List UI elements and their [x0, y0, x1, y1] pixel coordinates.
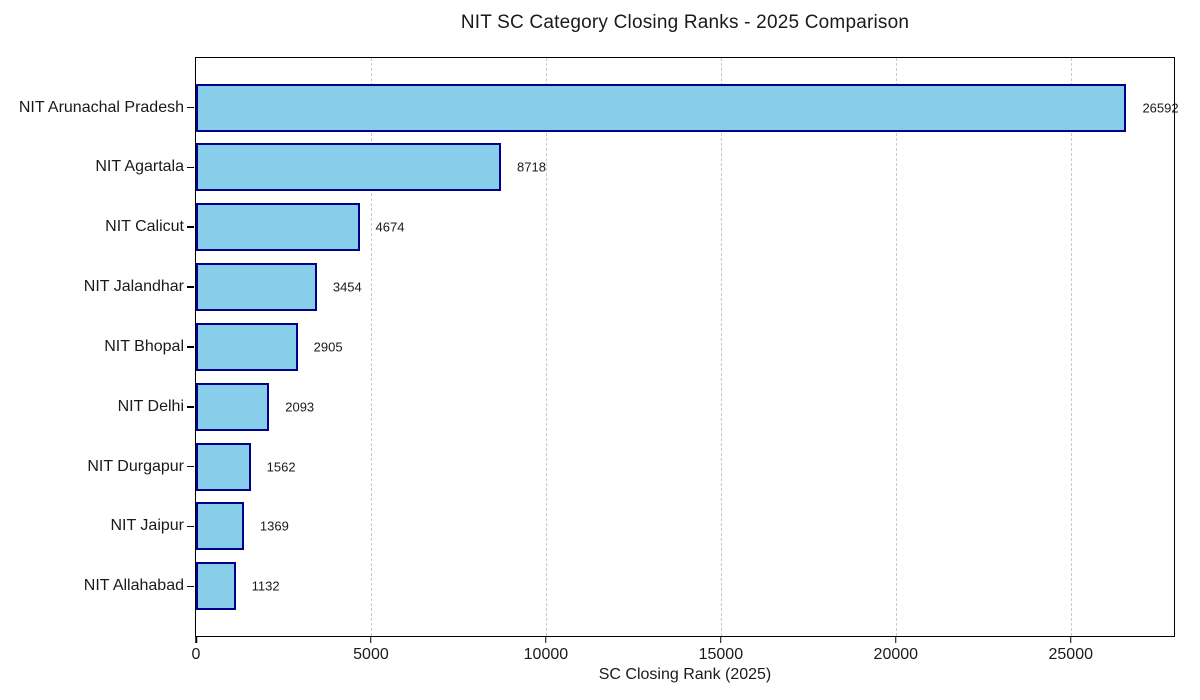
bar-value-label: 1369 [259, 518, 289, 534]
chart-title: NIT SC Category Closing Ranks - 2025 Com… [460, 12, 910, 33]
gridline [895, 58, 897, 636]
y-tick [187, 525, 194, 528]
y-axis-category-label: NIT Arunachal Pradesh [18, 98, 184, 116]
bar [196, 203, 360, 252]
x-tick-label: 25000 [1048, 646, 1094, 663]
bar-value-label: 26592 [1142, 100, 1179, 115]
bar-value-label: 4674 [375, 219, 405, 235]
y-axis-category-label: NIT Bhopal [104, 337, 184, 355]
x-tick-label: 0 [191, 646, 201, 663]
bar [196, 442, 251, 491]
gridline [1070, 58, 1072, 636]
y-tick [187, 286, 194, 288]
y-axis-category-label: NIT Delhi [117, 397, 184, 415]
gridline [720, 58, 722, 636]
x-tick-label: 15000 [698, 646, 744, 663]
bar [196, 83, 1127, 132]
y-tick [187, 226, 194, 228]
x-tick [895, 636, 897, 643]
bar [196, 322, 298, 371]
bar [196, 263, 317, 312]
x-tick [545, 636, 547, 643]
x-tick [1070, 636, 1072, 643]
x-axis-label: SC Closing Rank (2025) [598, 666, 772, 683]
x-tick [720, 636, 722, 643]
y-axis-category-label: NIT Calicut [105, 218, 184, 236]
y-tick [187, 465, 194, 468]
y-tick [187, 106, 194, 109]
x-tick-label: 20000 [873, 646, 919, 663]
gridline [370, 58, 372, 636]
y-axis-category-label: NIT Durgapur [87, 457, 184, 475]
y-tick [187, 406, 194, 408]
bar [196, 382, 270, 431]
x-tick [370, 636, 372, 643]
bar-value-label: 1132 [251, 578, 280, 594]
bar-value-label: 2093 [285, 399, 315, 415]
bar-value-label: 3454 [332, 279, 362, 295]
y-tick [187, 166, 194, 169]
y-axis-category-label: NIT Jaipur [110, 517, 184, 535]
y-axis-category-label: NIT Agartala [95, 158, 184, 176]
bar [196, 143, 502, 192]
bar-value-label: 8718 [517, 159, 546, 175]
y-axis-category-label: NIT Jalandhar [83, 278, 184, 296]
bar-value-label: 1562 [266, 459, 296, 475]
x-tick-label: 5000 [353, 646, 389, 663]
gridline [545, 58, 547, 636]
y-tick [187, 346, 194, 348]
y-tick [187, 585, 194, 588]
bar [196, 502, 244, 551]
plot-area: 26592 NIT Arunachal Pradesh 8718 NIT Agarta… [19, 57, 1179, 663]
x-tick-label: 10000 [523, 646, 569, 663]
x-tick [195, 636, 197, 643]
bar [196, 562, 236, 611]
bar-value-label: 2905 [313, 339, 343, 355]
y-axis-category-label: NIT Allahabad [83, 577, 184, 595]
